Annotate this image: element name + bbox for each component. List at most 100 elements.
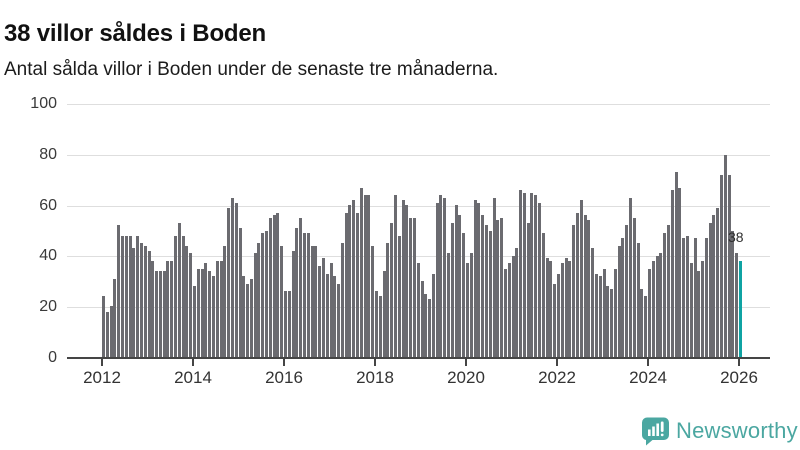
bar bbox=[594, 273, 598, 357]
bar bbox=[268, 217, 272, 357]
bar bbox=[655, 255, 659, 357]
bar bbox=[466, 263, 469, 357]
bar bbox=[689, 263, 693, 357]
bar bbox=[409, 217, 413, 357]
bar bbox=[583, 215, 587, 357]
bar bbox=[526, 222, 530, 357]
bar bbox=[314, 245, 318, 357]
bar bbox=[503, 268, 507, 357]
x-tick-label: 2016 bbox=[265, 368, 303, 387]
bar bbox=[170, 260, 174, 357]
bar bbox=[678, 187, 682, 357]
bar bbox=[382, 271, 386, 357]
x-tick bbox=[647, 359, 649, 366]
bar bbox=[249, 278, 253, 357]
bar bbox=[685, 235, 689, 357]
bar bbox=[102, 296, 105, 357]
bar bbox=[193, 286, 196, 357]
bar bbox=[739, 260, 742, 357]
bar bbox=[557, 273, 560, 357]
x-tick-label: 2012 bbox=[83, 368, 121, 387]
bar bbox=[598, 276, 602, 357]
bar bbox=[185, 245, 189, 357]
bar bbox=[522, 192, 526, 357]
bar bbox=[579, 200, 583, 357]
bar bbox=[572, 225, 576, 357]
bar bbox=[211, 276, 215, 357]
newsworthy-logo-text: Newsworthy bbox=[676, 418, 798, 443]
bar bbox=[469, 253, 473, 357]
bar bbox=[731, 230, 735, 357]
bar bbox=[155, 271, 159, 357]
bar bbox=[158, 271, 162, 357]
x-tick bbox=[192, 359, 194, 366]
bar bbox=[663, 233, 667, 357]
bar bbox=[621, 238, 625, 357]
bar bbox=[340, 243, 344, 357]
x-tick bbox=[283, 359, 285, 366]
bar bbox=[124, 235, 128, 357]
bar bbox=[204, 263, 208, 357]
bar bbox=[356, 212, 360, 357]
bar bbox=[530, 192, 534, 357]
bar bbox=[238, 228, 242, 357]
bar bbox=[162, 271, 166, 357]
bar bbox=[223, 245, 227, 357]
bar bbox=[393, 195, 397, 357]
x-tick bbox=[101, 359, 103, 366]
bar bbox=[375, 291, 378, 357]
bar bbox=[602, 268, 606, 357]
bar bbox=[397, 235, 401, 357]
bar bbox=[132, 248, 136, 357]
bar bbox=[230, 197, 234, 357]
bar bbox=[462, 233, 466, 357]
bar bbox=[291, 250, 295, 357]
x-tick-label: 2022 bbox=[538, 368, 576, 387]
bar bbox=[720, 174, 724, 357]
bar bbox=[454, 205, 458, 357]
bar bbox=[716, 207, 720, 357]
bar bbox=[151, 260, 155, 357]
bar bbox=[428, 298, 432, 357]
bar bbox=[227, 207, 231, 357]
bar bbox=[704, 238, 708, 357]
bar bbox=[591, 248, 595, 357]
bar bbox=[534, 195, 538, 357]
x-tick-label: 2020 bbox=[447, 368, 485, 387]
bar bbox=[488, 230, 492, 357]
newsworthy-logo: Newsworthy bbox=[642, 412, 798, 446]
highlight-value-label: 38 bbox=[728, 229, 744, 245]
bar bbox=[541, 233, 545, 357]
bar bbox=[712, 215, 716, 357]
bar bbox=[113, 278, 117, 357]
bar bbox=[458, 215, 462, 357]
bar bbox=[629, 197, 633, 357]
gridline-60 bbox=[67, 206, 770, 207]
bar bbox=[359, 187, 363, 357]
bar bbox=[189, 253, 193, 357]
bar bbox=[276, 212, 280, 357]
bar bbox=[329, 263, 333, 357]
bar bbox=[560, 263, 564, 357]
bar bbox=[246, 283, 250, 357]
bar bbox=[659, 253, 663, 357]
bar bbox=[272, 215, 276, 357]
bar bbox=[507, 263, 511, 357]
bar bbox=[109, 306, 113, 357]
page-title: 38 villor såldes i Boden bbox=[4, 20, 266, 48]
bar bbox=[492, 197, 496, 357]
bar bbox=[640, 288, 644, 357]
bar bbox=[344, 212, 348, 357]
bar bbox=[435, 202, 439, 357]
bar bbox=[367, 195, 371, 357]
bar bbox=[693, 238, 697, 357]
bar bbox=[511, 255, 515, 357]
bar bbox=[352, 200, 356, 357]
bar bbox=[196, 268, 200, 357]
bar bbox=[450, 222, 454, 357]
y-tick-label: 60 bbox=[39, 197, 57, 214]
bar bbox=[496, 220, 500, 357]
bar bbox=[674, 172, 678, 357]
x-tick-label: 2026 bbox=[720, 368, 758, 387]
